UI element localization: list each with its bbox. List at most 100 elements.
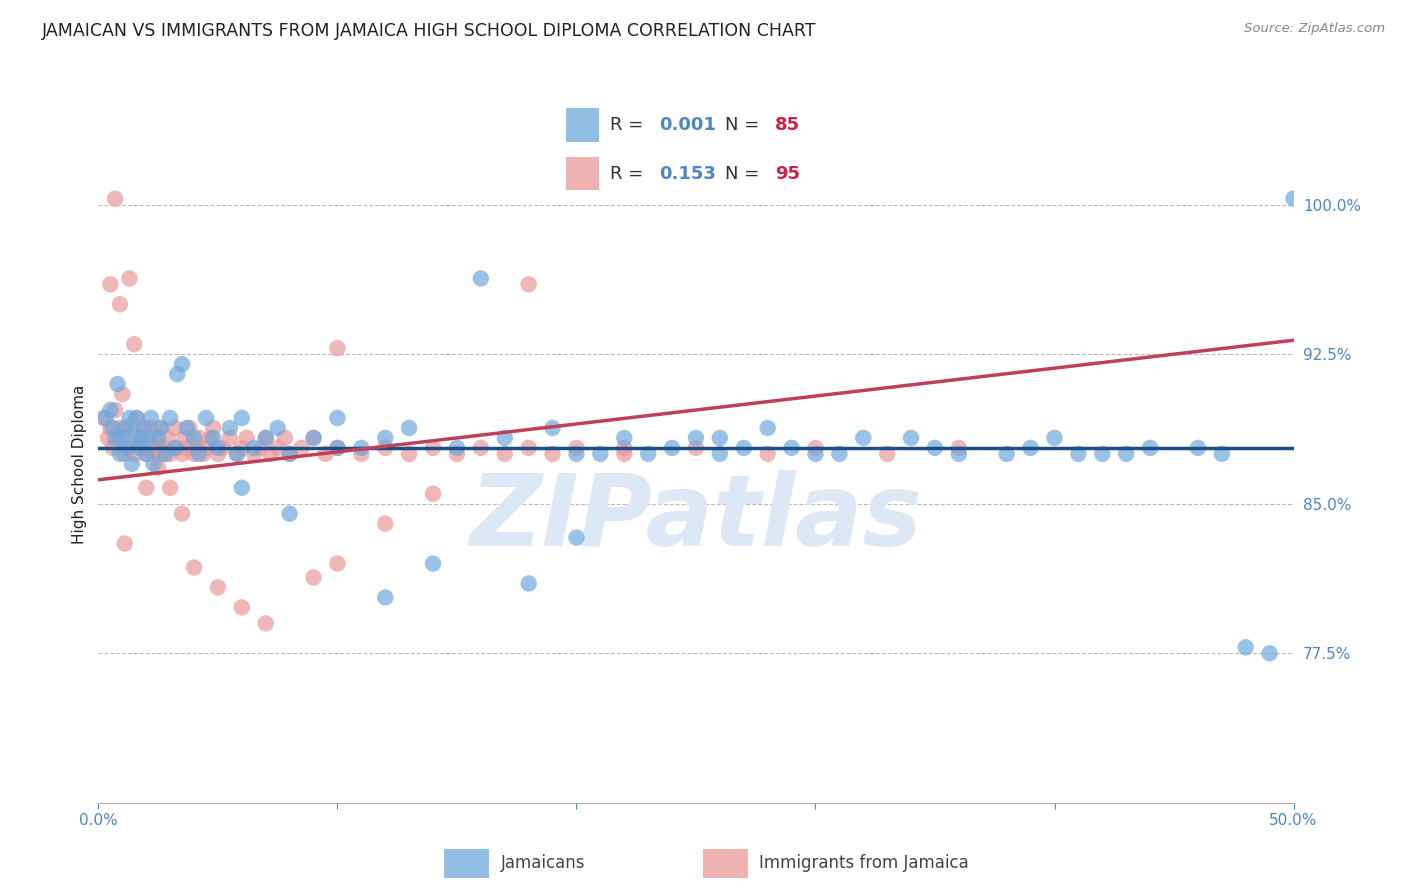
Point bbox=[709, 447, 731, 461]
Point bbox=[155, 447, 177, 461]
Point bbox=[111, 431, 134, 445]
Point bbox=[374, 516, 396, 531]
Point bbox=[159, 481, 181, 495]
Point bbox=[374, 591, 396, 605]
Point bbox=[900, 431, 922, 445]
Point bbox=[104, 431, 127, 445]
Point bbox=[1234, 640, 1257, 655]
Point bbox=[541, 421, 564, 435]
Point bbox=[250, 441, 273, 455]
Point bbox=[124, 337, 146, 351]
Point bbox=[243, 447, 266, 461]
Point bbox=[159, 411, 181, 425]
Point bbox=[138, 441, 160, 455]
Point bbox=[254, 616, 277, 631]
Point bbox=[685, 441, 707, 455]
Point bbox=[541, 447, 564, 461]
Point bbox=[470, 271, 492, 285]
Text: Source: ZipAtlas.com: Source: ZipAtlas.com bbox=[1244, 22, 1385, 36]
Point bbox=[176, 421, 198, 435]
Point bbox=[111, 387, 134, 401]
Point bbox=[124, 447, 146, 461]
Point bbox=[159, 447, 181, 461]
Point bbox=[828, 447, 851, 461]
Point bbox=[118, 271, 141, 285]
Point bbox=[138, 431, 160, 445]
Point bbox=[101, 421, 124, 435]
Point bbox=[108, 447, 131, 461]
Text: 0.153: 0.153 bbox=[659, 164, 717, 183]
Point bbox=[661, 441, 683, 455]
Point bbox=[125, 411, 148, 425]
Point bbox=[101, 441, 124, 455]
Point bbox=[114, 421, 136, 435]
Point bbox=[517, 277, 540, 292]
Point bbox=[446, 441, 468, 455]
Point bbox=[148, 460, 170, 475]
Point bbox=[565, 531, 588, 545]
Point bbox=[148, 431, 170, 445]
Point bbox=[121, 457, 143, 471]
Point bbox=[183, 447, 205, 461]
Point bbox=[613, 441, 636, 455]
Text: N =: N = bbox=[725, 116, 765, 135]
Point bbox=[139, 421, 162, 435]
Point bbox=[876, 447, 898, 461]
Point bbox=[589, 447, 612, 461]
Point bbox=[118, 411, 141, 425]
Point bbox=[194, 441, 218, 455]
Point bbox=[108, 421, 131, 435]
Point bbox=[254, 431, 277, 445]
Point bbox=[155, 441, 177, 455]
Point bbox=[219, 421, 242, 435]
Point bbox=[613, 431, 636, 445]
Point bbox=[350, 441, 373, 455]
Point bbox=[156, 431, 179, 445]
Point bbox=[278, 447, 301, 461]
Point bbox=[995, 447, 1018, 461]
Point bbox=[152, 447, 174, 461]
Point bbox=[326, 341, 349, 355]
Y-axis label: High School Diploma: High School Diploma bbox=[72, 384, 87, 543]
Point bbox=[104, 403, 127, 417]
Point bbox=[183, 431, 205, 445]
Point bbox=[517, 576, 540, 591]
Point bbox=[172, 357, 194, 371]
Point bbox=[121, 431, 143, 445]
Point bbox=[183, 560, 205, 574]
Point bbox=[166, 367, 188, 381]
Point bbox=[267, 441, 290, 455]
Point bbox=[187, 431, 209, 445]
Text: JAMAICAN VS IMMIGRANTS FROM JAMAICA HIGH SCHOOL DIPLOMA CORRELATION CHART: JAMAICAN VS IMMIGRANTS FROM JAMAICA HIGH… bbox=[42, 22, 817, 40]
Point bbox=[124, 426, 146, 441]
Point bbox=[259, 447, 281, 461]
Point bbox=[107, 377, 129, 392]
Point bbox=[200, 431, 222, 445]
Point bbox=[186, 441, 208, 455]
Point bbox=[207, 441, 229, 455]
Point bbox=[173, 431, 195, 445]
Point bbox=[494, 431, 516, 445]
Point bbox=[98, 403, 122, 417]
Point bbox=[733, 441, 755, 455]
Point bbox=[326, 441, 349, 455]
Point bbox=[852, 431, 875, 445]
Point bbox=[207, 447, 229, 461]
Text: N =: N = bbox=[725, 164, 765, 183]
Point bbox=[756, 447, 779, 461]
Point bbox=[374, 431, 396, 445]
Point bbox=[115, 421, 138, 435]
Point bbox=[172, 447, 194, 461]
Point bbox=[1019, 441, 1042, 455]
Point bbox=[202, 431, 225, 445]
Point bbox=[374, 441, 396, 455]
Point bbox=[302, 570, 325, 584]
Point bbox=[231, 481, 253, 495]
Point bbox=[91, 411, 114, 425]
Point bbox=[231, 411, 253, 425]
Point bbox=[202, 421, 225, 435]
Point bbox=[211, 441, 233, 455]
Text: Immigrants from Jamaica: Immigrants from Jamaica bbox=[759, 854, 969, 872]
Point bbox=[98, 277, 122, 292]
Point bbox=[172, 507, 194, 521]
